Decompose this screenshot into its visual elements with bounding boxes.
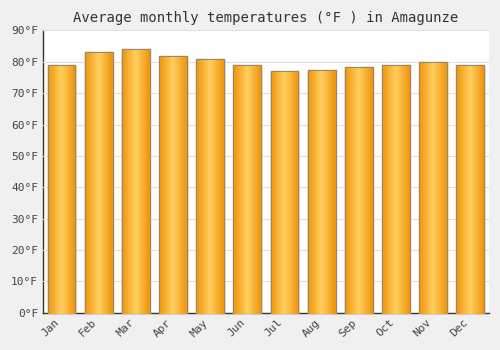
Bar: [234, 65, 262, 313]
Bar: [85, 52, 112, 313]
Bar: [456, 65, 484, 313]
Bar: [122, 49, 150, 313]
Bar: [419, 62, 447, 313]
Bar: [308, 70, 336, 313]
Bar: [159, 56, 187, 313]
Bar: [196, 59, 224, 313]
Bar: [345, 66, 373, 313]
Bar: [270, 71, 298, 313]
Bar: [48, 65, 76, 313]
Title: Average monthly temperatures (°F ) in Amagunze: Average monthly temperatures (°F ) in Am…: [74, 11, 458, 25]
Bar: [382, 65, 410, 313]
